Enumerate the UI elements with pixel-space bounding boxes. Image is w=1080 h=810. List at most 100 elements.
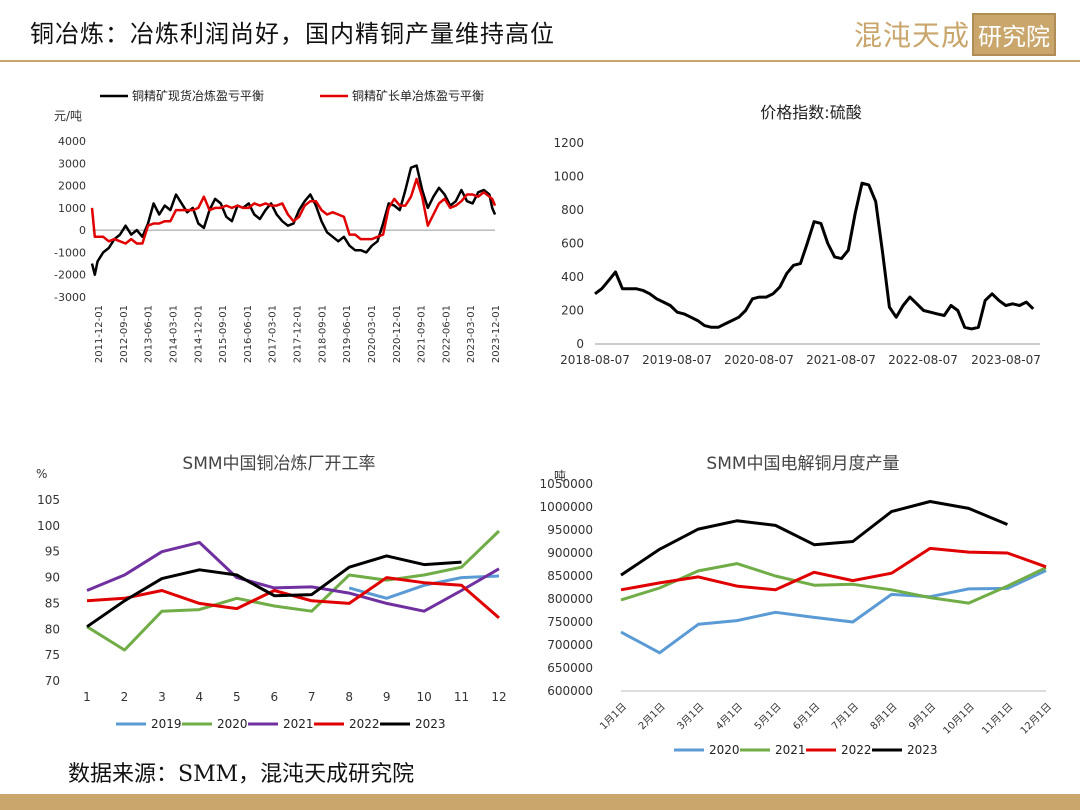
x-tick-label: 8月1日 xyxy=(868,701,900,733)
series-line xyxy=(620,546,1047,592)
y-tick-label: 105 xyxy=(37,493,60,507)
chart-title: SMM中国铜冶炼厂开工率 xyxy=(182,454,375,474)
x-tick-label: 2022-08-07 xyxy=(888,353,958,367)
legend-label: 2019 xyxy=(151,717,182,731)
y-tick-label: 0 xyxy=(79,224,86,237)
x-tick-label: 12月1日 xyxy=(1018,701,1054,737)
x-tick-label: 10月1日 xyxy=(941,701,977,737)
y-tick-label: -1000 xyxy=(54,246,86,259)
x-tick-label: 2月1日 xyxy=(636,701,668,733)
x-tick-label: 5月1日 xyxy=(752,701,784,733)
x-tick-label: 2018-08-07 xyxy=(560,353,630,367)
y-tick-label: 950000 xyxy=(547,523,593,537)
series-line xyxy=(86,529,501,652)
x-tick-label: 2023-08-07 xyxy=(971,353,1041,367)
x-tick-label: 10 xyxy=(416,690,431,704)
y-tick-label: 4000 xyxy=(58,135,86,148)
x-tick-label: 12 xyxy=(491,690,506,704)
y-tick-label: 3000 xyxy=(58,157,86,170)
x-tick-label: 11月1日 xyxy=(979,701,1015,737)
x-tick-label: 8 xyxy=(345,690,353,704)
y-tick-label: 1000 xyxy=(58,202,86,215)
x-tick-label: 9月1日 xyxy=(907,701,939,733)
x-tick-label: 6月1日 xyxy=(791,701,823,733)
x-tick-label: 2021-09-01 xyxy=(417,305,428,363)
x-tick-label: 3 xyxy=(158,690,166,704)
x-tick-label: 1 xyxy=(83,690,91,704)
x-tick-label: 7月1日 xyxy=(829,701,861,733)
y-tick-label: 200 xyxy=(561,304,584,318)
x-tick-label: 2015-09-01 xyxy=(218,305,229,363)
x-tick-label: 2017-03-01 xyxy=(268,305,279,363)
y-tick-label: 850000 xyxy=(547,569,593,583)
legend-label: 2020 xyxy=(709,743,740,757)
x-tick-label: 2019-08-07 xyxy=(642,353,712,367)
legend-label: 2022 xyxy=(841,743,872,757)
series-line xyxy=(86,554,462,628)
x-tick-label: 2018-09-01 xyxy=(317,305,328,363)
y-tick-label: 1000 xyxy=(553,170,584,184)
y-tick-label: 900000 xyxy=(547,546,593,560)
ylabel: 吨 xyxy=(554,469,566,483)
x-tick-label: 2012-09-01 xyxy=(119,305,130,363)
series-line xyxy=(620,569,1047,655)
ylabel: % xyxy=(36,467,47,481)
y-tick-label: 90 xyxy=(45,571,60,585)
y-tick-label: 400 xyxy=(561,270,584,284)
y-tick-label: 800 xyxy=(561,203,584,217)
footer-bar xyxy=(0,794,1080,810)
data-source-note: 数据来源：SMM，混沌天成研究院 xyxy=(68,762,415,787)
legend-label: 铜精矿长单冶炼盈亏平衡 xyxy=(352,88,484,103)
x-tick-label: 1月1日 xyxy=(597,701,629,733)
x-tick-label: 2023-12-01 xyxy=(491,305,502,363)
y-tick-label: 600 xyxy=(561,237,584,251)
series-line xyxy=(620,500,1008,577)
y-tick-label: 1050000 xyxy=(540,477,593,491)
y-tick-label: 1200 xyxy=(553,136,584,150)
series-line xyxy=(86,540,500,613)
legend-label: 铜精矿现货冶炼盈亏平衡 xyxy=(132,88,264,103)
x-tick-label: 2022-06-01 xyxy=(441,305,452,363)
y-tick-label: 1000000 xyxy=(540,500,593,514)
x-tick-label: 2011-12-01 xyxy=(94,305,105,363)
brand-text: 混沌天成 xyxy=(853,19,970,52)
y-tick-label: 750000 xyxy=(547,615,593,629)
series-line xyxy=(594,181,1035,331)
y-tick-label: 600000 xyxy=(547,684,593,698)
x-tick-label: 4月1日 xyxy=(713,701,745,733)
x-tick-label: 2023-03-01 xyxy=(466,305,477,363)
y-tick-label: 85 xyxy=(45,596,60,610)
brand-logo: 混沌天成 研究院 xyxy=(853,12,1056,56)
x-tick-label: 2021-08-07 xyxy=(806,353,876,367)
x-tick-label: 5 xyxy=(233,690,241,704)
legend-label: 2020 xyxy=(217,717,248,731)
brand-box: 研究院 xyxy=(972,12,1056,56)
y-tick-label: 75 xyxy=(45,648,60,662)
y-tick-label: 2000 xyxy=(58,180,86,193)
y-tick-label: -2000 xyxy=(54,269,86,282)
legend-label: 2022 xyxy=(349,717,380,731)
y-tick-label: 95 xyxy=(45,545,60,559)
x-tick-label: 2017-12-01 xyxy=(293,305,304,363)
legend-label: 2023 xyxy=(907,743,938,757)
x-tick-label: 2020-12-01 xyxy=(392,305,403,363)
x-tick-label: 3月1日 xyxy=(675,701,707,733)
y-tick-label: 70 xyxy=(45,674,60,688)
legend-label: 2023 xyxy=(415,717,446,731)
x-tick-label: 2 xyxy=(121,690,129,704)
series-line xyxy=(620,562,1047,605)
x-tick-label: 2020-03-01 xyxy=(367,305,378,363)
y-tick-label: -3000 xyxy=(54,291,86,304)
x-tick-label: 2016-06-01 xyxy=(243,305,254,363)
y-tick-label: 80 xyxy=(45,622,60,636)
x-tick-label: 6 xyxy=(270,690,278,704)
chart-title: SMM中国电解铜月度产量 xyxy=(706,454,899,474)
x-tick-label: 9 xyxy=(383,690,391,704)
series-line xyxy=(90,164,497,276)
series-line xyxy=(90,177,497,245)
x-tick-label: 2014-03-01 xyxy=(168,305,179,363)
x-tick-label: 2019-06-01 xyxy=(342,305,353,363)
series-line xyxy=(86,576,500,620)
y-tick-label: 100 xyxy=(37,519,60,533)
